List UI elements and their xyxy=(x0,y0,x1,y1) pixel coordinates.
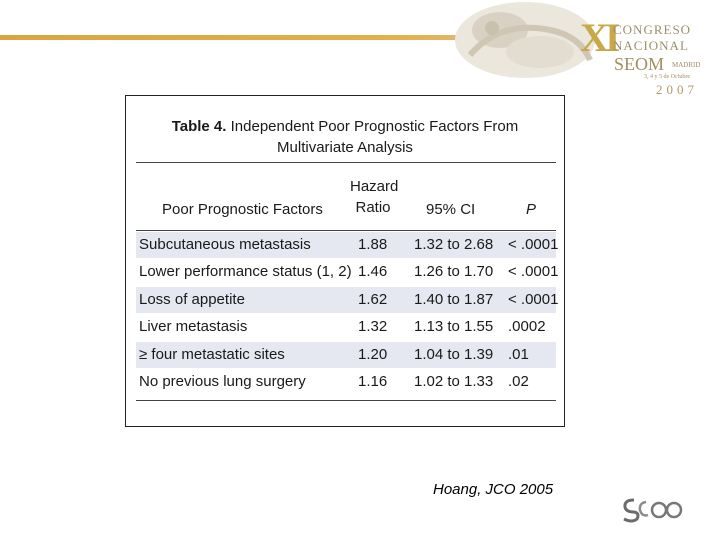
column-header-ci: 95% CI xyxy=(426,201,476,218)
cell-factor: Lower performance status (1, 2) xyxy=(139,263,352,280)
cell-hr: 1.62 xyxy=(358,291,388,308)
logo-city: MADRID xyxy=(672,61,701,69)
cell-hr: 1.32 xyxy=(358,318,388,335)
table-row: No previous lung surgery 1.16 1.02 to 1.… xyxy=(136,369,556,395)
cell-p: .02 xyxy=(508,373,529,390)
cell-factor: Loss of appetite xyxy=(139,291,245,308)
congress-logo: XI CONGRESO NACIONAL SEOM MADRID 3, 4 y … xyxy=(580,12,718,104)
cell-ci: 1.13 to 1.55 xyxy=(414,318,494,335)
table-rule-top xyxy=(136,162,556,163)
table-row: Liver metastasis 1.32 1.13 to 1.55 .0002 xyxy=(136,314,556,340)
cell-p: < .0001 xyxy=(508,236,559,253)
cell-ci: 1.32 to 2.68 xyxy=(414,236,494,253)
table-row: ≥ four metastatic sites 1.20 1.04 to 1.3… xyxy=(136,342,556,368)
header-decorative-art xyxy=(455,2,595,78)
table-number: Table 4. xyxy=(171,118,227,135)
table-row: Loss of appetite 1.62 1.40 to 1.87 < .00… xyxy=(136,287,559,313)
logo-seom: SEOM xyxy=(614,54,665,74)
cell-factor: Subcutaneous metastasis xyxy=(139,236,311,253)
table-rule-header xyxy=(136,230,556,231)
cell-p: < .0001 xyxy=(508,291,559,308)
cell-hr: 1.46 xyxy=(358,263,388,280)
cell-factor: ≥ four metastatic sites xyxy=(139,346,285,363)
cell-hr: 1.88 xyxy=(358,236,388,253)
cell-hr: 1.16 xyxy=(358,373,388,390)
table-image: Table 4. Independent Poor Prognostic Fac… xyxy=(125,95,565,427)
table-title-line2: Multivariate Analysis xyxy=(277,139,413,156)
logo-year: 2007 xyxy=(656,82,698,97)
cell-factor: Liver metastasis xyxy=(139,318,248,335)
logo-nacional: NACIONAL xyxy=(613,38,689,53)
header-accent-line xyxy=(0,35,575,40)
cell-p: .0002 xyxy=(508,318,546,335)
column-header-factor: Poor Prognostic Factors xyxy=(162,201,323,218)
cell-p: < .0001 xyxy=(508,263,559,280)
cell-p: .01 xyxy=(508,346,529,363)
table-rule-bottom xyxy=(136,400,556,401)
cell-ci: 1.02 to 1.33 xyxy=(414,373,494,390)
cell-factor: No previous lung surgery xyxy=(139,373,306,390)
citation: Hoang, JCO 2005 xyxy=(433,481,554,498)
logo-dates: 3, 4 y 5 de Octubre xyxy=(644,74,690,80)
column-header-hr: Hazard Ratio xyxy=(350,176,399,218)
column-header-hr-line1: Hazard xyxy=(350,178,399,195)
cell-hr: 1.20 xyxy=(358,346,388,363)
table-title: Table 4. Independent Poor Prognostic Fac… xyxy=(126,116,564,158)
cell-ci: 1.40 to 1.87 xyxy=(414,291,494,308)
table-row: Lower performance status (1, 2) 1.46 1.2… xyxy=(136,259,559,285)
cell-ci: 1.26 to 1.70 xyxy=(414,263,494,280)
logo-roman-numeral: XI xyxy=(580,15,621,60)
table-title-text: Independent Poor Prognostic Factors From xyxy=(230,118,519,135)
logo-congreso: CONGRESO xyxy=(613,22,692,37)
cell-ci: 1.04 to 1.39 xyxy=(414,346,494,363)
table-row: Subcutaneous metastasis 1.88 1.32 to 2.6… xyxy=(136,232,559,258)
seom-corner-logo xyxy=(620,492,686,526)
column-header-p: P xyxy=(526,201,537,218)
column-header-hr-line2: Ratio xyxy=(355,199,391,216)
